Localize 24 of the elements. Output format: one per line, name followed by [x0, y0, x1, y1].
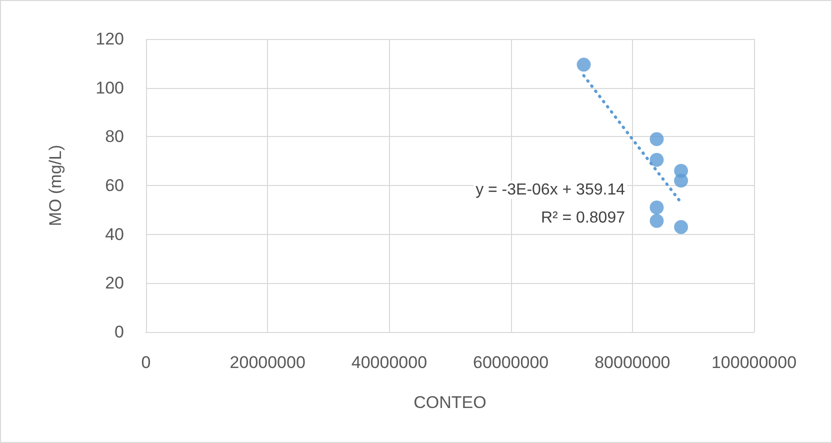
point: [576, 58, 591, 72]
x-tick-label: 20000000: [230, 353, 306, 372]
point: [650, 132, 664, 146]
annotation: y = -3E-06x + 359.14: [476, 182, 626, 198]
point: [674, 174, 688, 188]
point: [650, 214, 664, 228]
x-tick-label: 80000000: [594, 353, 670, 372]
y-tick-label: 120: [96, 30, 124, 48]
x-tick-label: 0: [141, 353, 151, 372]
annotation: R² = 0.8097: [540, 210, 626, 226]
y-axis-title: MO (mg/L): [46, 144, 65, 226]
y-tick-label: 80: [105, 127, 124, 146]
y-tick-label: 20: [105, 274, 124, 293]
y-tick-label: 60: [105, 176, 124, 195]
x-tick-label: 40000000: [351, 353, 428, 372]
x-tick-label: 100000000: [711, 353, 797, 372]
point: [650, 200, 664, 214]
x-tick-label: 60000000: [472, 353, 549, 372]
point: [674, 220, 688, 234]
y-tick-label: 0: [114, 322, 124, 342]
y-tick-label: 40: [105, 224, 124, 244]
x-axis-title: CONTEO: [414, 393, 486, 412]
point: [650, 152, 664, 167]
y-tick-label: 100: [96, 78, 124, 98]
